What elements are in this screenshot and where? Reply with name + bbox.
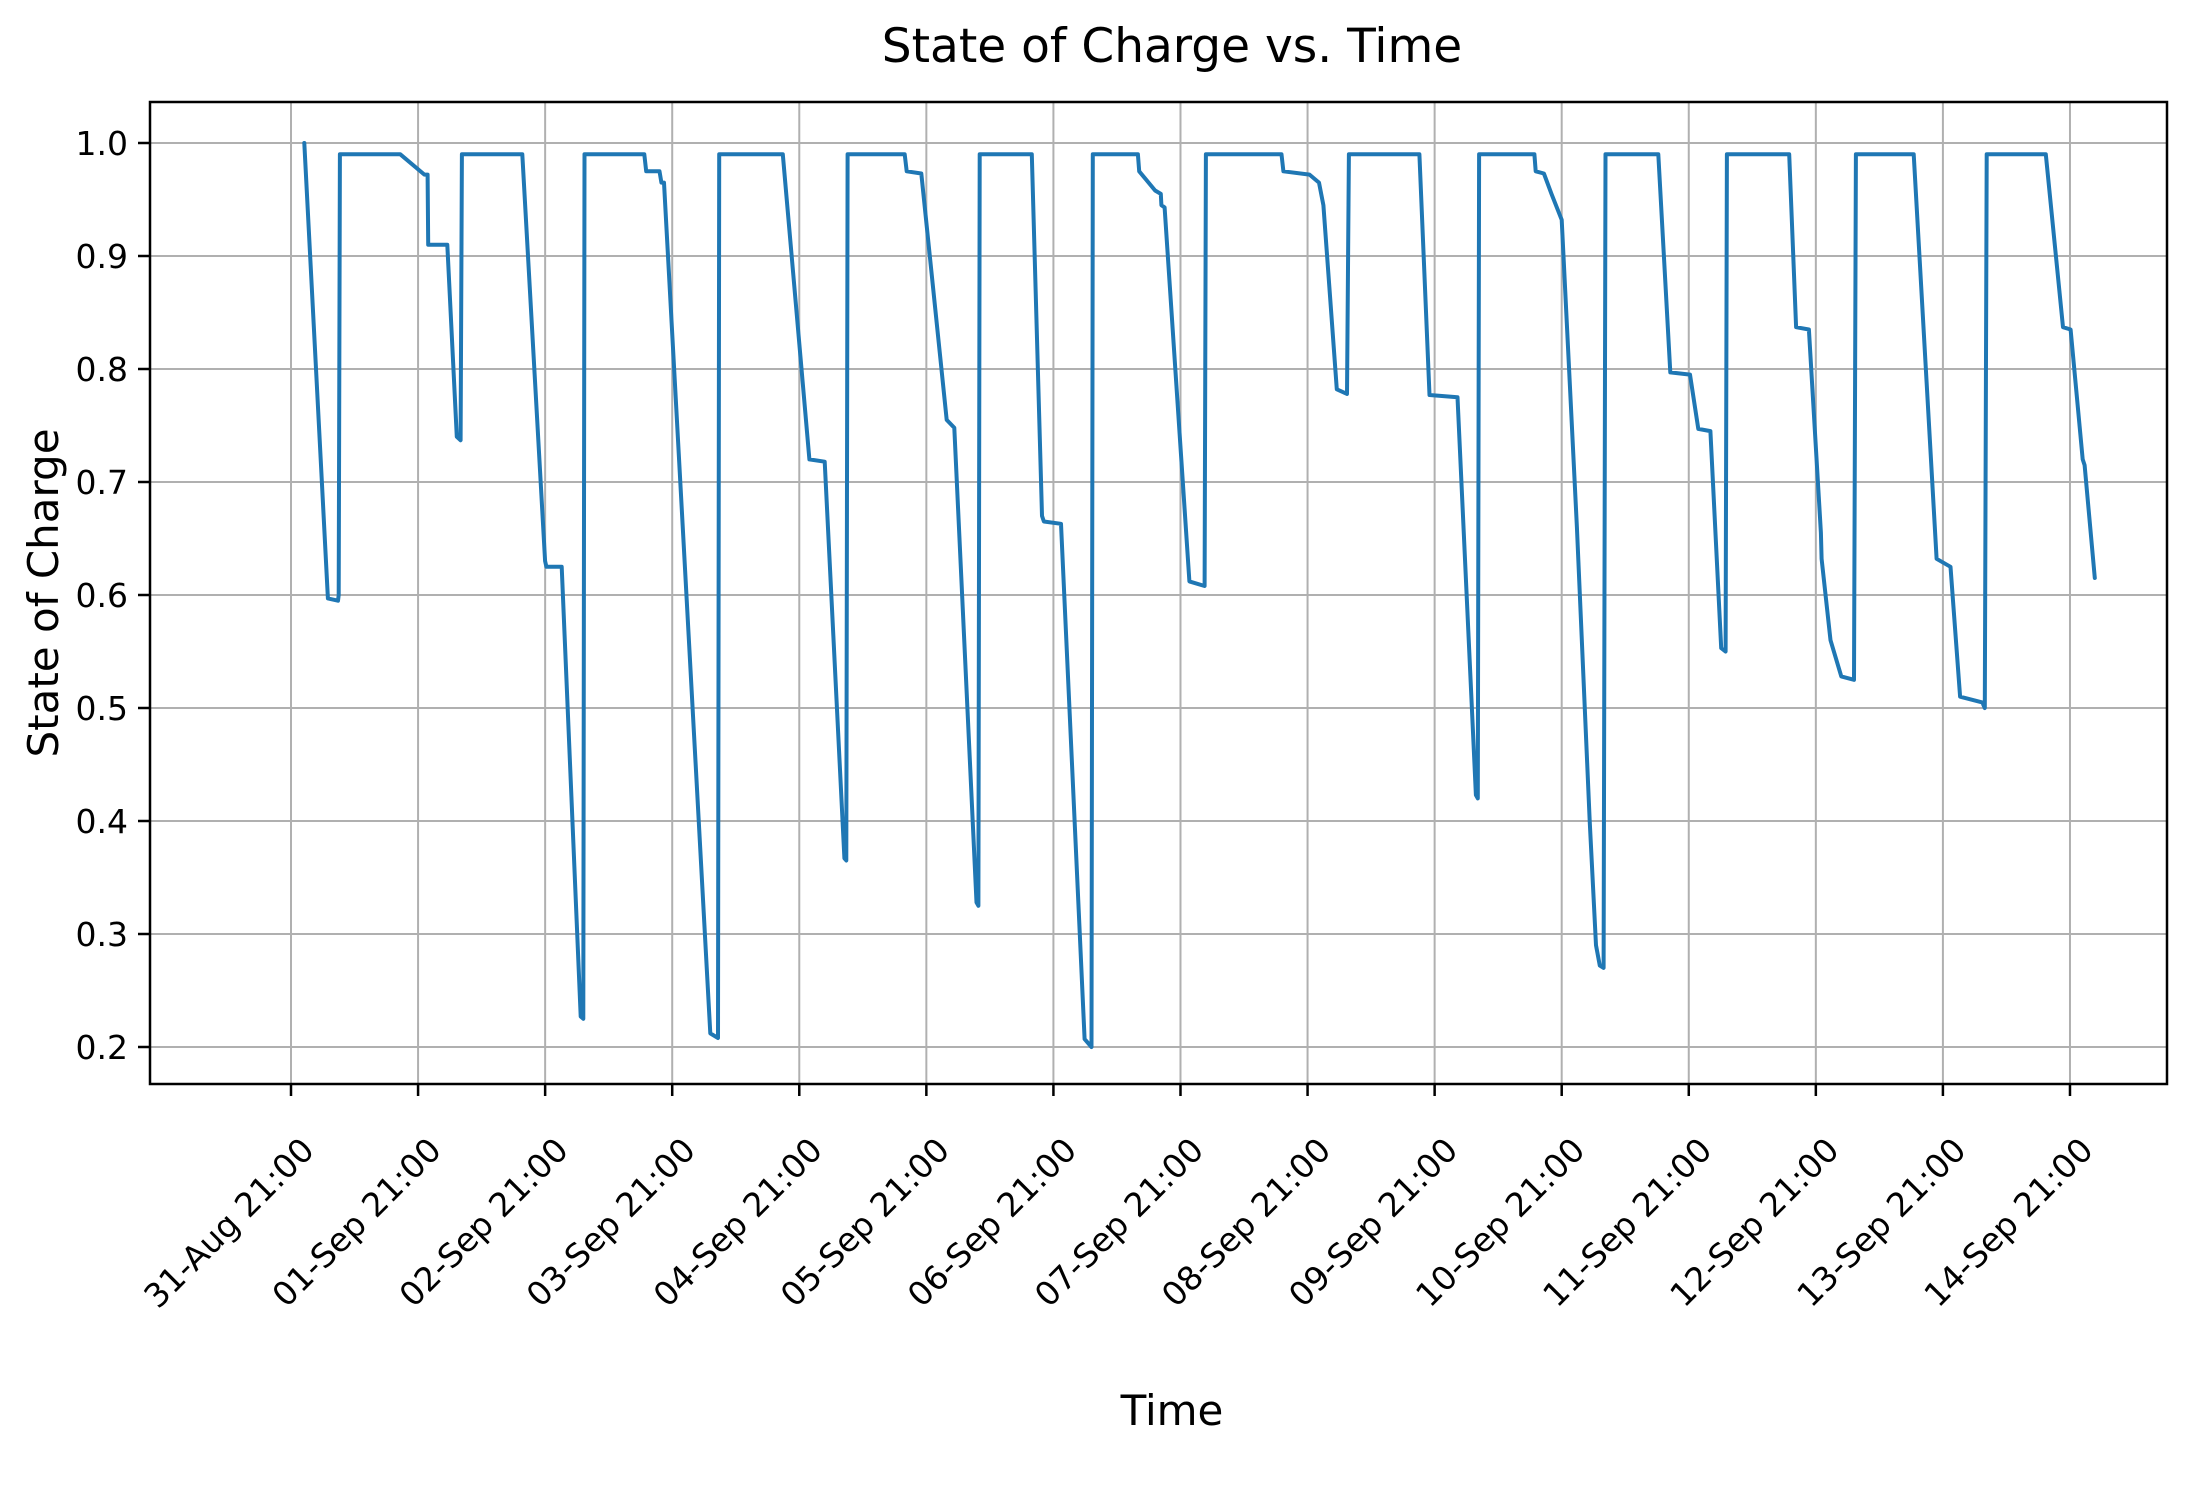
y-tick-label: 0.6: [76, 576, 128, 615]
chart-title: State of Charge vs. Time: [882, 19, 1462, 74]
y-tick-label: 1.0: [76, 124, 128, 163]
y-tick-label: 0.2: [76, 1028, 128, 1067]
grid-lines: [150, 102, 2167, 1084]
y-tick-label: 0.3: [76, 915, 128, 954]
y-tick-label: 0.8: [76, 350, 128, 389]
axis-ticks: [138, 141, 2072, 1096]
soc-series-line: [302, 141, 2097, 1049]
plot-frame: [148, 100, 2169, 1086]
y-tick-label: 0.4: [76, 802, 128, 841]
x-axis-label: Time: [1120, 1386, 1224, 1435]
y-tick-label: 0.9: [76, 237, 128, 276]
y-tick-label: 0.5: [76, 689, 128, 728]
y-axis-label: State of Charge: [19, 428, 68, 757]
y-tick-label: 0.7: [76, 463, 128, 502]
series-line: [302, 141, 2097, 1049]
